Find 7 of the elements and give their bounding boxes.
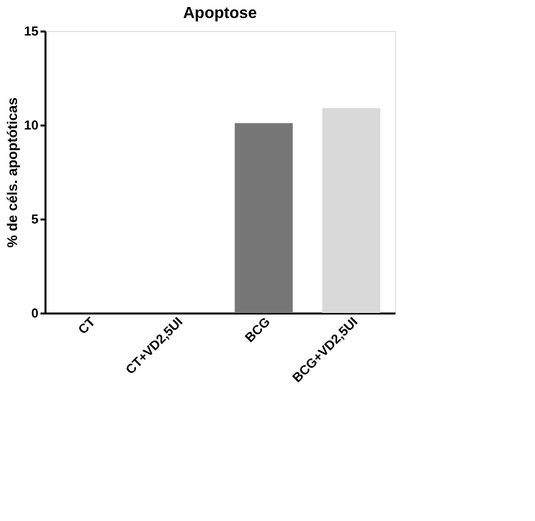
x-tick-label: CT [75,314,98,337]
y-tick-label: 10 [24,118,38,132]
y-tick-label: 5 [31,212,38,226]
chart-title: Apoptose [183,5,257,22]
y-tick-label: 0 [31,306,38,320]
y-axis-title: % de céls. apoptóticas [4,97,20,248]
y-tick-label: 15 [24,24,38,38]
